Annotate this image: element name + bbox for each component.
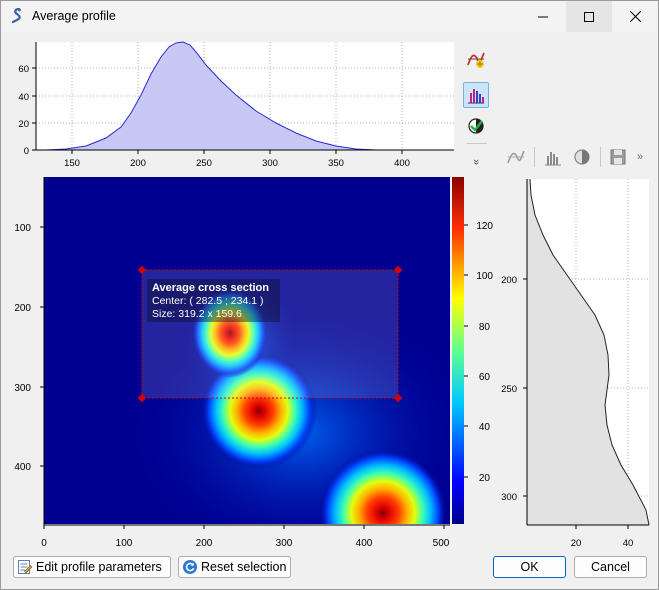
contrast-check-button[interactable] <box>463 113 489 139</box>
top-x-tick: 150 <box>64 158 80 169</box>
top-profile-line <box>36 41 454 151</box>
histogram-icon <box>545 152 561 166</box>
edit-profile-parameters-label: Edit profile parameters <box>36 560 162 574</box>
image-y-tick: 200 <box>14 303 31 314</box>
reset-selection-label: Reset selection <box>201 560 287 574</box>
snake-app-icon <box>11 8 21 24</box>
right-profile-line <box>529 178 650 526</box>
contrast-check-icon <box>468 118 484 134</box>
cancel-label: Cancel <box>591 560 630 574</box>
colorbar-tick: 20 <box>479 473 491 484</box>
top-profile-area <box>36 42 454 150</box>
toolbar-separator <box>600 147 601 167</box>
minimize-icon <box>538 16 548 17</box>
right-toolbar-overflow-button[interactable]: » <box>631 144 649 170</box>
colorbar-tick: 100 <box>476 271 493 282</box>
add-profile-icon <box>467 52 485 68</box>
ok-label: OK <box>520 560 539 574</box>
maximize-icon <box>584 11 594 22</box>
right-x-tick: 20 <box>571 538 582 549</box>
top-profile-plot[interactable]: 150 200 250 300 350 400 0 20 40 60 <box>6 39 456 179</box>
top-x-tick: 250 <box>196 158 212 169</box>
selection-size: Size: 319.2 x 159.6 <box>152 308 242 320</box>
image-x-tick: 500 <box>433 538 450 549</box>
right-y-tick: 200 <box>501 275 517 286</box>
image-x-tick: 300 <box>276 538 293 549</box>
edit-parameters-icon <box>18 560 33 574</box>
bar-chart-icon <box>468 89 484 104</box>
image-x-tick: 0 <box>41 538 47 549</box>
histogram-button[interactable] <box>540 144 566 170</box>
right-y-tick: 250 <box>501 384 517 395</box>
right-profile-area <box>527 179 649 525</box>
window-title: Average profile <box>32 9 116 23</box>
top-x-tick: 400 <box>394 158 410 169</box>
chevron-down-icon: » <box>470 158 482 166</box>
save-button[interactable] <box>605 144 631 170</box>
selection-label-box <box>147 279 280 322</box>
selection-handle[interactable] <box>393 265 403 275</box>
toolbar-overflow-button[interactable]: » <box>463 153 489 171</box>
image-x-tick: 200 <box>196 538 213 549</box>
chevron-right-icon: » <box>636 151 644 163</box>
colorbar-tick: 40 <box>479 422 491 433</box>
image-x-tick: 100 <box>116 538 133 549</box>
reset-selection-button[interactable]: Reset selection <box>178 556 291 578</box>
image-y-tick: 300 <box>14 383 31 394</box>
add-profile-button[interactable] <box>463 46 489 72</box>
close-icon <box>629 11 641 22</box>
top-y-tick: 20 <box>18 119 29 130</box>
top-y-tick: 40 <box>18 92 29 103</box>
selection-handle[interactable] <box>393 393 403 403</box>
right-y-tick: 300 <box>501 492 517 503</box>
bar-chart-button[interactable] <box>463 82 489 108</box>
save-icon <box>610 149 626 165</box>
selection-title: Average cross section <box>152 282 269 294</box>
reset-icon <box>183 560 197 574</box>
edit-profile-parameters-button[interactable]: Edit profile parameters <box>13 556 171 578</box>
selection-center: Center: ( 282.5 ; 234.1 ) <box>152 295 263 307</box>
curve-tool-icon <box>507 150 525 164</box>
right-profile-plot[interactable]: 20 40 200 250 300 <box>491 175 656 553</box>
colorbar-tick: 80 <box>479 322 491 333</box>
image-y-tick: 400 <box>14 462 31 473</box>
colorbar <box>452 177 464 524</box>
selection-handle[interactable] <box>137 393 147 403</box>
image-y-tick: 100 <box>14 223 31 234</box>
cancel-button[interactable]: Cancel <box>574 556 647 578</box>
minimize-button[interactable] <box>520 1 566 32</box>
top-y-tick: 0 <box>24 146 29 157</box>
colorbar-tick: 120 <box>476 221 493 232</box>
top-x-tick: 200 <box>130 158 146 169</box>
ok-button[interactable]: OK <box>493 556 566 578</box>
toolbar-separator <box>534 147 535 167</box>
maximize-button[interactable] <box>566 1 612 32</box>
title-bar: Average profile <box>1 1 658 32</box>
close-button[interactable] <box>612 1 658 32</box>
contrast-icon <box>574 149 590 165</box>
image-plot[interactable]: Average cross section Center: ( 282.5 ; … <box>1 173 501 553</box>
top-y-tick: 60 <box>18 64 29 75</box>
selection-handle[interactable] <box>137 265 147 275</box>
contrast-button[interactable] <box>569 144 595 170</box>
colorbar-tick: 60 <box>479 372 491 383</box>
toolbar-separator <box>467 143 487 144</box>
top-x-tick: 350 <box>328 158 344 169</box>
curve-tool-button[interactable] <box>503 144 529 170</box>
right-x-tick: 40 <box>623 538 634 549</box>
image-x-tick: 400 <box>356 538 373 549</box>
selection-rectangle[interactable] <box>141 269 399 399</box>
top-x-tick: 300 <box>262 158 278 169</box>
